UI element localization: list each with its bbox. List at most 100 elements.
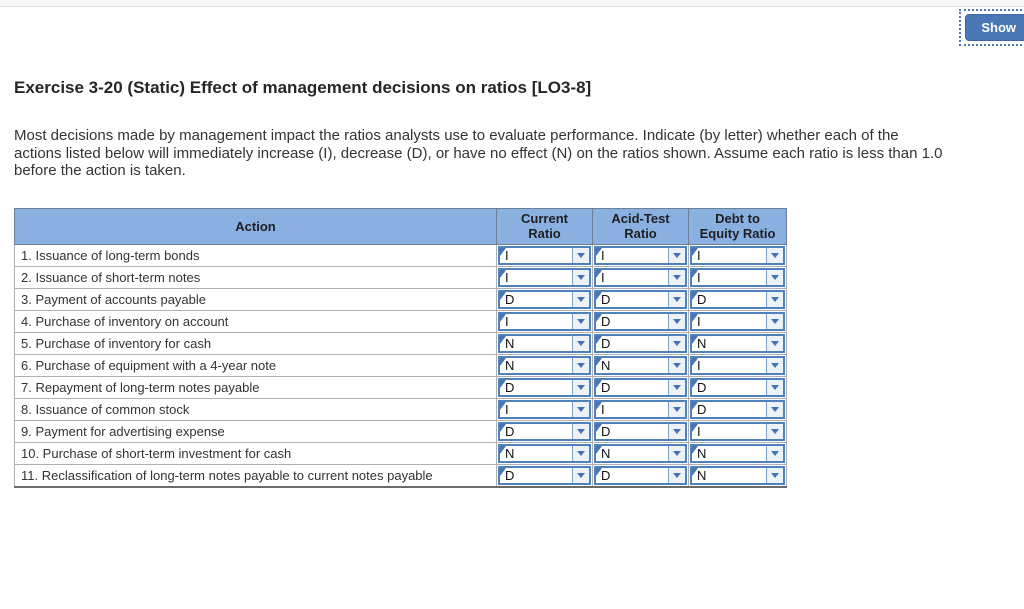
debt-to-equity-ratio-select[interactable]: I <box>690 311 785 331</box>
show-button[interactable]: Show <box>965 14 1024 41</box>
action-label: 2. Issuance of short-term notes <box>14 265 497 289</box>
debt-to-equity-ratio-select[interactable]: D <box>690 289 785 309</box>
chevron-down-icon <box>771 472 779 478</box>
selected-value: I <box>697 357 701 373</box>
dropdown-button[interactable] <box>668 467 685 483</box>
dropdown-button[interactable] <box>572 357 589 373</box>
selected-value: D <box>601 291 611 307</box>
chevron-down-icon <box>577 428 585 434</box>
chevron-down-icon <box>771 384 779 390</box>
selected-value: I <box>505 401 509 417</box>
current-ratio-select[interactable]: N <box>498 355 591 375</box>
acid-test-ratio-select[interactable]: N <box>594 355 687 375</box>
dropdown-button[interactable] <box>766 291 783 307</box>
acid-test-ratio-select[interactable]: D <box>594 311 687 331</box>
chevron-down-icon <box>771 450 779 456</box>
dropdown-button[interactable] <box>572 247 589 263</box>
chevron-down-icon <box>771 274 779 280</box>
selected-value: N <box>505 335 515 351</box>
acid-test-ratio-select[interactable]: D <box>594 377 687 397</box>
chevron-down-icon <box>577 450 585 456</box>
current-ratio-select[interactable]: I <box>498 311 591 331</box>
dropdown-button[interactable] <box>572 401 589 417</box>
debt-to-equity-ratio-select[interactable]: N <box>690 465 785 485</box>
debt-to-equity-ratio-select[interactable]: N <box>690 333 785 353</box>
current-ratio-select[interactable]: D <box>498 465 591 485</box>
current-ratio-cell: I <box>496 243 593 267</box>
dropdown-button[interactable] <box>668 313 685 329</box>
debt-to-equity-ratio-cell: I <box>688 353 787 377</box>
current-ratio-select[interactable]: N <box>498 333 591 353</box>
chevron-down-icon <box>577 340 585 346</box>
dropdown-button[interactable] <box>572 379 589 395</box>
dropdown-button[interactable] <box>572 445 589 461</box>
table-row: 10. Purchase of short-term investment fo… <box>14 441 787 465</box>
current-ratio-select[interactable]: D <box>498 289 591 309</box>
debt-to-equity-ratio-select[interactable]: I <box>690 245 785 265</box>
selected-value: I <box>601 247 605 263</box>
dropdown-button[interactable] <box>668 291 685 307</box>
acid-test-ratio-cell: I <box>592 397 689 421</box>
debt-to-equity-ratio-cell: D <box>688 287 787 311</box>
debt-to-equity-ratio-select[interactable]: I <box>690 421 785 441</box>
dropdown-button[interactable] <box>668 423 685 439</box>
dropdown-button[interactable] <box>668 247 685 263</box>
acid-test-ratio-select[interactable]: I <box>594 267 687 287</box>
exercise-instructions: Most decisions made by management impact… <box>14 127 943 179</box>
dropdown-button[interactable] <box>572 269 589 285</box>
acid-test-ratio-select[interactable]: D <box>594 289 687 309</box>
dropdown-button[interactable] <box>572 291 589 307</box>
dropdown-button[interactable] <box>766 423 783 439</box>
acid-test-ratio-select[interactable]: N <box>594 443 687 463</box>
current-ratio-select[interactable]: N <box>498 443 591 463</box>
acid-test-ratio-select[interactable]: I <box>594 245 687 265</box>
dropdown-button[interactable] <box>668 401 685 417</box>
dropdown-button[interactable] <box>572 335 589 351</box>
dropdown-button[interactable] <box>668 269 685 285</box>
answer-corner-marker <box>500 401 506 410</box>
dropdown-button[interactable] <box>766 379 783 395</box>
acid-test-ratio-select[interactable]: I <box>594 399 687 419</box>
dropdown-button[interactable] <box>668 357 685 373</box>
acid-test-ratio-select[interactable]: D <box>594 465 687 485</box>
acid-test-ratio-select[interactable]: D <box>594 333 687 353</box>
dropdown-button[interactable] <box>766 467 783 483</box>
current-ratio-select[interactable]: D <box>498 421 591 441</box>
dropdown-button[interactable] <box>766 445 783 461</box>
debt-to-equity-ratio-select[interactable]: I <box>690 267 785 287</box>
debt-to-equity-ratio-cell: I <box>688 243 787 267</box>
current-ratio-select[interactable]: D <box>498 377 591 397</box>
dropdown-button[interactable] <box>668 445 685 461</box>
selected-value: I <box>697 247 701 263</box>
dropdown-button[interactable] <box>668 379 685 395</box>
selected-value: I <box>505 313 509 329</box>
chevron-down-icon <box>771 296 779 302</box>
dropdown-button[interactable] <box>572 313 589 329</box>
answer-corner-marker <box>596 291 602 300</box>
answer-corner-marker <box>500 467 506 476</box>
debt-to-equity-ratio-select[interactable]: I <box>690 355 785 375</box>
acid-test-ratio-select[interactable]: D <box>594 421 687 441</box>
dropdown-button[interactable] <box>668 335 685 351</box>
dropdown-button[interactable] <box>766 357 783 373</box>
current-ratio-select[interactable]: I <box>498 399 591 419</box>
debt-to-equity-ratio-select[interactable]: D <box>690 399 785 419</box>
selected-value: N <box>697 335 707 351</box>
debt-to-equity-ratio-select[interactable]: N <box>690 443 785 463</box>
current-ratio-cell: D <box>496 287 593 311</box>
dropdown-button[interactable] <box>572 467 589 483</box>
dropdown-button[interactable] <box>766 401 783 417</box>
dropdown-button[interactable] <box>766 313 783 329</box>
dropdown-button[interactable] <box>766 335 783 351</box>
current-ratio-select[interactable]: I <box>498 245 591 265</box>
dropdown-button[interactable] <box>766 247 783 263</box>
debt-to-equity-ratio-select[interactable]: D <box>690 377 785 397</box>
chevron-down-icon <box>771 362 779 368</box>
dropdown-button[interactable] <box>766 269 783 285</box>
chevron-down-icon <box>673 274 681 280</box>
dropdown-button[interactable] <box>572 423 589 439</box>
chevron-down-icon <box>673 318 681 324</box>
current-ratio-select[interactable]: I <box>498 267 591 287</box>
column-header-acid-test-ratio: Acid-Test Ratio <box>592 207 689 245</box>
answer-corner-marker <box>596 445 602 454</box>
